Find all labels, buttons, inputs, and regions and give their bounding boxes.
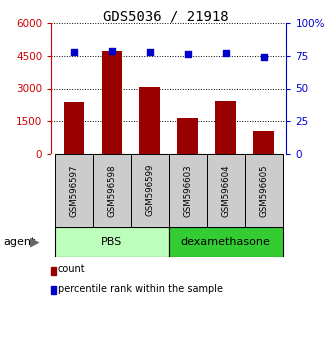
- Bar: [169, 154, 207, 227]
- Point: [147, 49, 153, 55]
- Text: GSM596604: GSM596604: [221, 164, 230, 217]
- Text: GSM596599: GSM596599: [145, 164, 154, 216]
- Point: [71, 49, 77, 55]
- Bar: [215, 101, 236, 154]
- Bar: [207, 154, 245, 227]
- Bar: [253, 131, 274, 154]
- Bar: [177, 118, 198, 154]
- Point: [109, 48, 115, 53]
- Bar: [139, 87, 160, 154]
- Text: percentile rank within the sample: percentile rank within the sample: [58, 284, 223, 293]
- Point: [223, 50, 228, 56]
- Point: [261, 54, 266, 60]
- Text: dexamethasone: dexamethasone: [181, 236, 271, 247]
- Text: GSM596605: GSM596605: [259, 164, 268, 217]
- Text: GDS5036 / 21918: GDS5036 / 21918: [103, 10, 228, 24]
- Text: agent: agent: [3, 236, 36, 247]
- Point: [185, 52, 190, 57]
- Text: GSM596598: GSM596598: [108, 164, 117, 217]
- Bar: [93, 154, 131, 227]
- Bar: [64, 102, 84, 154]
- Bar: [169, 227, 283, 257]
- Bar: [55, 227, 169, 257]
- Text: count: count: [58, 264, 85, 274]
- Text: GSM596597: GSM596597: [70, 164, 78, 217]
- Text: GSM596603: GSM596603: [183, 164, 192, 217]
- Text: PBS: PBS: [101, 236, 122, 247]
- Text: ▶: ▶: [30, 235, 40, 248]
- Bar: [131, 154, 169, 227]
- Bar: [102, 51, 122, 154]
- Bar: [55, 154, 93, 227]
- Bar: [245, 154, 283, 227]
